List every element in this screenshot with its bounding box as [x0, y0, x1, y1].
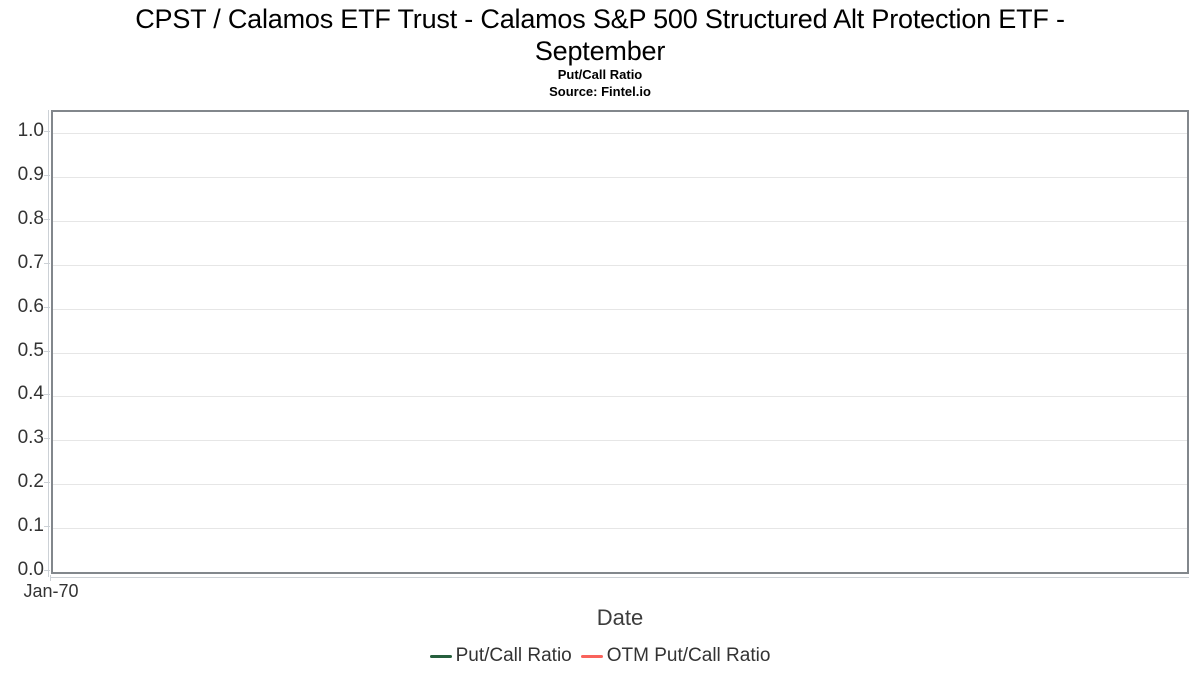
y-gridline — [53, 264, 1187, 266]
legend-item-put-call-ratio[interactable]: Put/Call Ratio — [429, 645, 572, 667]
y-tick-label: 0.0 — [17, 559, 44, 580]
y-gridline — [53, 133, 1187, 134]
y-tick-mark — [44, 131, 50, 132]
legend-item-otm-put-call-ratio[interactable]: OTM Put/Call Ratio — [580, 645, 771, 667]
y-gridline — [53, 308, 1187, 310]
x-tick-mark — [50, 575, 51, 581]
y-tick-mark — [44, 174, 50, 176]
y-gridline — [53, 352, 1187, 354]
y-tick-label: 1.0 — [17, 120, 44, 141]
y-tick-mark — [44, 218, 50, 220]
y-tick-mark — [44, 438, 50, 440]
put-call-ratio-line-marker-icon — [429, 654, 452, 658]
chart-subtitle: Put/Call Ratio — [557, 67, 643, 82]
y-tick-mark — [44, 482, 50, 484]
y-gridline — [53, 220, 1187, 222]
y-gridline — [53, 176, 1187, 178]
y-tick-label: 0.4 — [17, 383, 44, 405]
y-tick-label: 0.1 — [17, 515, 44, 537]
legend-label-otm-put-call-ratio: OTM Put/Call Ratio — [606, 645, 771, 666]
y-tick-label: 0.5 — [17, 339, 44, 361]
plot-area — [51, 110, 1189, 574]
y-gridline — [53, 396, 1187, 398]
x-axis-title: Date — [596, 605, 644, 630]
y-tick-label: 0.2 — [17, 471, 44, 493]
x-axis-line — [51, 577, 1189, 578]
otm-put-call-ratio-line-marker-icon — [580, 654, 603, 658]
y-tick-mark — [44, 394, 50, 396]
y-tick-mark — [44, 262, 50, 264]
chart-title-line2: September — [534, 36, 666, 66]
y-tick-mark — [44, 350, 50, 352]
y-tick-label: 0.9 — [17, 163, 44, 185]
legend-label-put-call-ratio: Put/Call Ratio — [455, 645, 572, 666]
y-tick-mark — [44, 526, 50, 528]
y-tick-mark — [44, 570, 50, 571]
chart-title-line1: CPST / Calamos ETF Trust - Calamos S&P 5… — [135, 4, 1065, 34]
y-tick-label: 0.6 — [17, 295, 44, 317]
chart-source-label: Source: Fintel.io — [549, 84, 651, 99]
y-tick-label: 0.3 — [17, 427, 44, 449]
y-tick-label: 0.7 — [17, 251, 44, 273]
y-gridline — [53, 484, 1187, 486]
y-axis-line — [48, 110, 49, 577]
y-tick-mark — [44, 306, 50, 308]
y-tick-label: 0.8 — [17, 207, 44, 229]
legend: Put/Call Ratio OTM Put/Call Ratio — [0, 645, 1200, 667]
y-gridline — [53, 440, 1187, 442]
x-tick-label: Jan-70 — [23, 581, 79, 601]
chart-title: CPST / Calamos ETF Trust - Calamos S&P 5… — [0, 3, 1200, 67]
y-gridline — [53, 528, 1187, 530]
